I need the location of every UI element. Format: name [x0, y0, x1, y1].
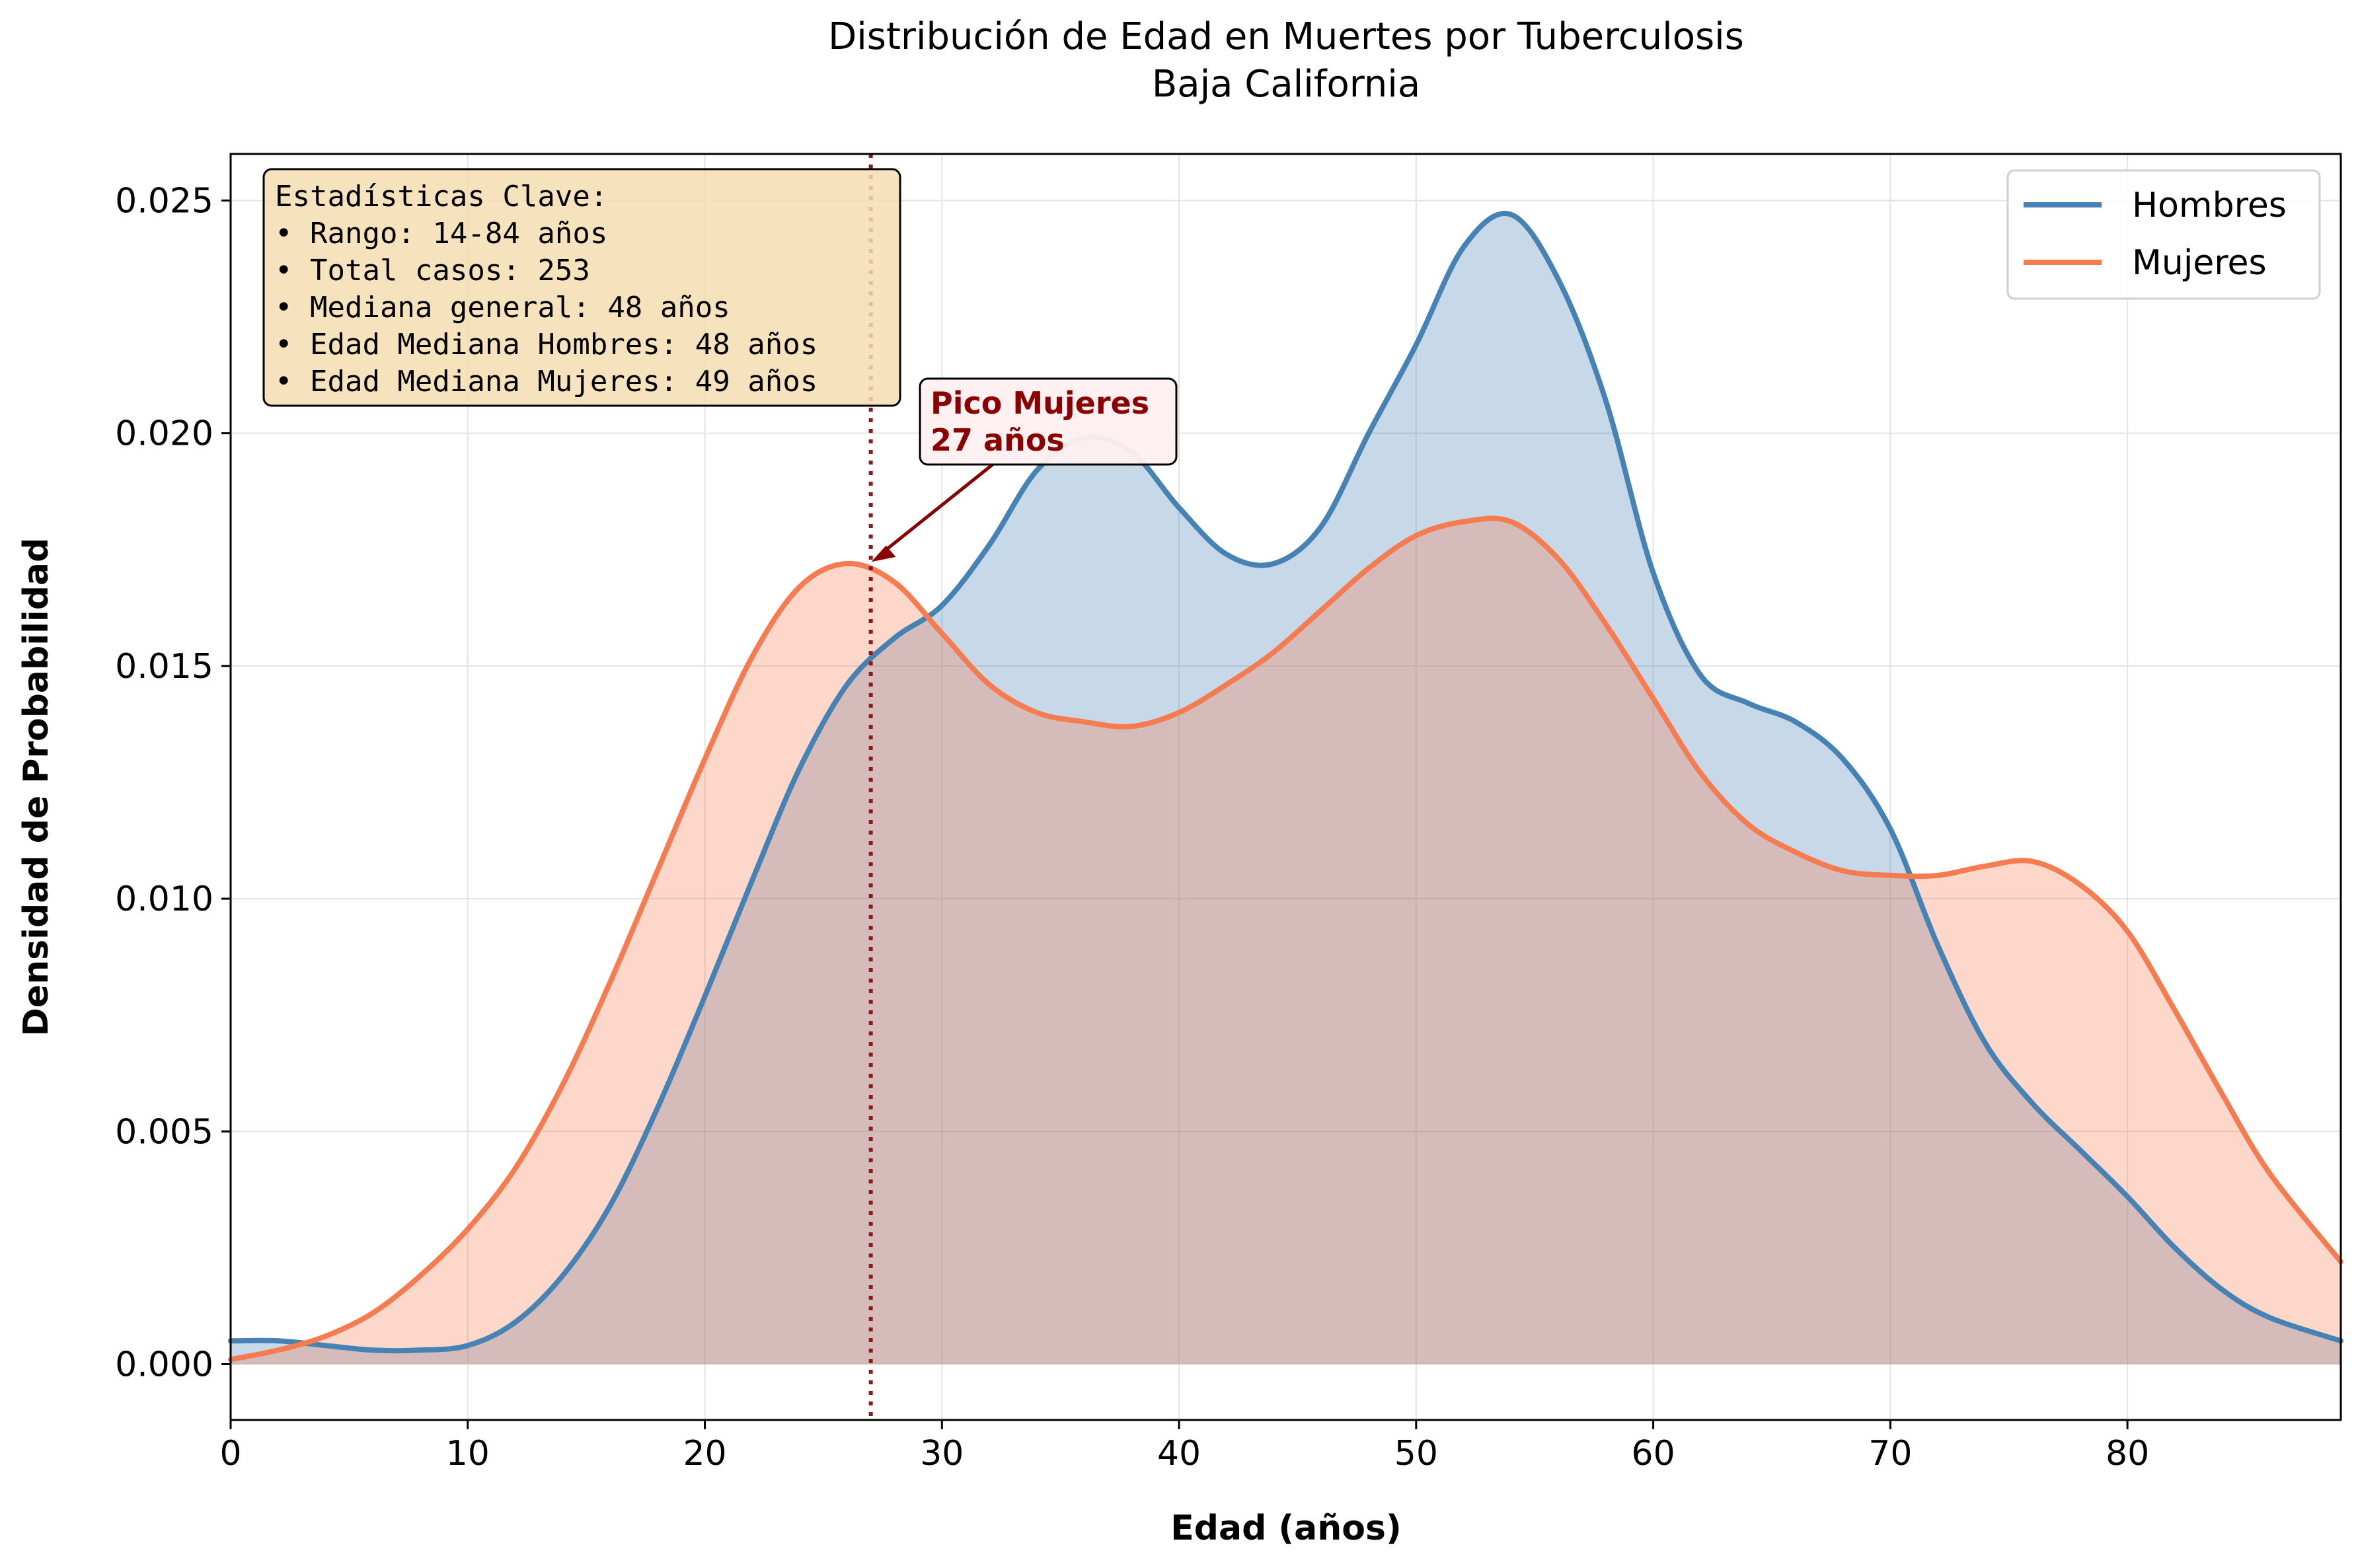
x-tick-label: 70: [1868, 1434, 1912, 1474]
area-hombres: [231, 213, 2341, 1364]
stats-line: Estadísticas Clave:: [275, 180, 607, 213]
chart-title: Distribución de Edad en Muertes por Tube…: [828, 15, 1744, 58]
x-tick-label: 50: [1394, 1434, 1438, 1474]
plot-frame: [229, 153, 2342, 1421]
line-hombres: [228, 211, 2343, 1354]
legend: Hombres Mujeres: [2006, 169, 2321, 300]
stats-line: • Rango: 14-84 años: [275, 217, 607, 250]
stats-box-background: [262, 168, 901, 407]
chart-subtitle: Baja California: [1152, 63, 1420, 106]
x-tick-label: 10: [446, 1434, 490, 1474]
stats-line: • Total casos: 253: [275, 254, 590, 287]
y-tick-label: 0.020: [115, 414, 213, 454]
y-tick-label: 0.000: [115, 1345, 213, 1384]
annotation-text: 27 años: [931, 422, 1065, 458]
annotation-text: Pico Mujeres: [931, 385, 1149, 421]
y-axis-label: Densidad de Probabilidad: [17, 538, 56, 1036]
line-mujeres: [228, 515, 2343, 1363]
y-axis-ticks: 0.000 0.005 0.010 0.015 0.020 0.025: [115, 181, 231, 1384]
annotation-box: [919, 377, 1178, 466]
x-axis-ticks: 0 10 20 30 40 50 60 70 80: [219, 1420, 2149, 1474]
stats-line: • Mediana general: 48 años: [275, 291, 730, 324]
x-tick-label: 40: [1157, 1434, 1201, 1474]
x-tick-label: 30: [920, 1434, 964, 1474]
stats-line: • Edad Mediana Hombres: 48 años: [275, 328, 818, 361]
area-mujeres: [231, 518, 2341, 1364]
annotation-arrow-line: [878, 463, 994, 557]
y-tick-label: 0.015: [115, 647, 213, 687]
y-tick-label: 0.010: [115, 879, 213, 919]
y-tick-label: 0.005: [115, 1112, 213, 1152]
x-tick-label: 20: [683, 1434, 726, 1474]
legend-label: Hombres: [2132, 186, 2287, 225]
series-layer: [228, 211, 2343, 1364]
stats-box: Estadísticas Clave: • Rango: 14-84 años • …: [262, 168, 901, 407]
x-axis-label: Edad (años): [1170, 1509, 1401, 1548]
annotation-arrowhead: [871, 545, 896, 562]
x-tick-label: 80: [2106, 1434, 2149, 1474]
x-tick-label: 60: [1631, 1434, 1675, 1474]
y-tick-label: 0.025: [115, 181, 213, 221]
grid-lines: [230, 154, 2341, 1420]
stats-line: • Edad Mediana Mujeres: 49 años: [275, 365, 818, 398]
legend-label: Mujeres: [2132, 243, 2267, 283]
x-tick-label: 0: [219, 1434, 241, 1474]
